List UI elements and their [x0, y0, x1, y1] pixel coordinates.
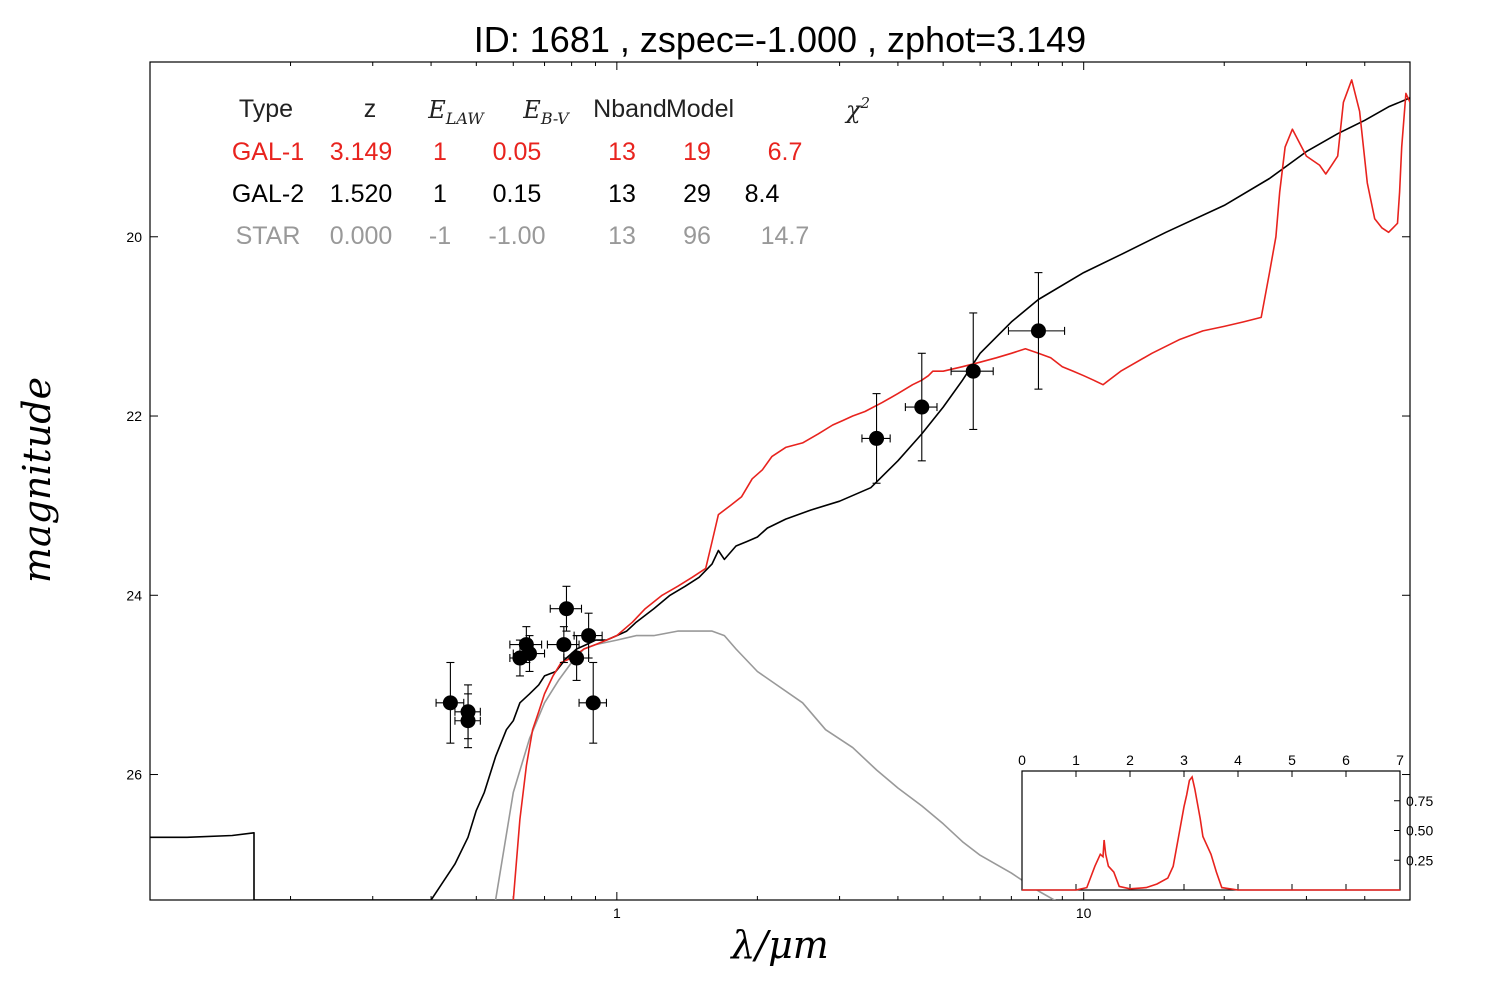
- table-header: Model: [666, 95, 734, 123]
- table-header: z: [364, 95, 377, 123]
- table-cell: 1: [433, 180, 447, 208]
- series-gal-1-line: [512, 79, 1410, 900]
- table-cell: 13: [608, 222, 636, 250]
- table-header: EB-V: [522, 96, 570, 128]
- table-cell: 0.15: [493, 180, 542, 208]
- y-tick-label: 20: [126, 229, 142, 245]
- y-tick-label: 24: [126, 587, 142, 603]
- table-cell: 0.05: [493, 138, 542, 166]
- plot-frame: [149, 61, 1411, 901]
- photometry-point: [950, 312, 994, 431]
- table-cell: 1.520: [330, 180, 393, 208]
- series-star-line: [494, 630, 1056, 900]
- photometry-point: [904, 352, 938, 462]
- table-cell: -1.00: [489, 222, 546, 250]
- inset-y-tick-label: 0.50: [1406, 823, 1433, 839]
- table-header: ELAW: [427, 96, 485, 128]
- table-cell: 14.7: [761, 222, 810, 250]
- table-cell: 8.4: [745, 180, 780, 208]
- x-axis-label: λ/μm: [729, 923, 829, 967]
- table-cell: 13: [608, 180, 636, 208]
- inset-frame: [1021, 770, 1401, 891]
- photometry-point: [546, 626, 580, 664]
- table-cell: 1: [433, 138, 447, 166]
- photometry-point: [512, 635, 546, 673]
- photometry-point: [435, 661, 465, 744]
- inset-x-tick-label: 4: [1234, 752, 1242, 768]
- table-cell: 96: [683, 222, 711, 250]
- y-axis-label: magnitude: [15, 377, 59, 583]
- photometry-point: [578, 661, 607, 744]
- photometry-point: [454, 693, 481, 749]
- photometry-point: [549, 585, 583, 632]
- inset-pdz-line: [1022, 775, 1400, 891]
- inset-x-tick-label: 0: [1018, 752, 1026, 768]
- pdz-inset: 0 1 2 3 4 5 6 7 0.25 0.50 0.75: [1018, 752, 1433, 891]
- inset-x-tick-label: 1: [1072, 752, 1080, 768]
- table-cell: STAR: [236, 222, 301, 250]
- y-tick-label: 22: [126, 408, 142, 424]
- table-cell: 19: [683, 138, 711, 166]
- table-cell: 13: [608, 138, 636, 166]
- inset-y-tick-label: 0.25: [1406, 852, 1433, 868]
- table-header: Type: [239, 95, 293, 123]
- y-tick-label: 26: [126, 767, 142, 783]
- table-cell: 3.149: [330, 138, 393, 166]
- inset-x-tick-label: 3: [1180, 752, 1188, 768]
- table-cell: GAL-2: [232, 180, 304, 208]
- table-cell: 29: [683, 180, 711, 208]
- inset-x-tick-label: 5: [1288, 752, 1296, 768]
- table-cell: GAL-1: [232, 138, 304, 166]
- fit-results-table: Type z ELAW EB-V Nband Model χ2 GAL-1 3.149 1 0.05…: [232, 94, 870, 250]
- x-tick-label: 1: [613, 905, 621, 921]
- inset-x-tick-label: 6: [1342, 752, 1350, 768]
- table-cell: 0.000: [330, 222, 393, 250]
- table-header: Nband: [593, 95, 667, 123]
- table-header: χ2: [844, 94, 870, 124]
- series-gal-2-line: [150, 97, 1410, 900]
- inset-x-tick-label: 7: [1396, 752, 1404, 768]
- photometry-point: [1007, 272, 1066, 390]
- x-tick-label: 10: [1076, 905, 1092, 921]
- inset-x-tick-label: 2: [1126, 752, 1134, 768]
- inset-y-tick-label: 0.75: [1406, 793, 1433, 809]
- chart-title: ID: 1681 , zspec=-1.000 , zphot=3.149: [474, 19, 1086, 60]
- photometry-point: [573, 612, 603, 659]
- table-cell: 6.7: [768, 138, 803, 166]
- table-cell: -1: [429, 222, 451, 250]
- photometry-point: [861, 393, 891, 484]
